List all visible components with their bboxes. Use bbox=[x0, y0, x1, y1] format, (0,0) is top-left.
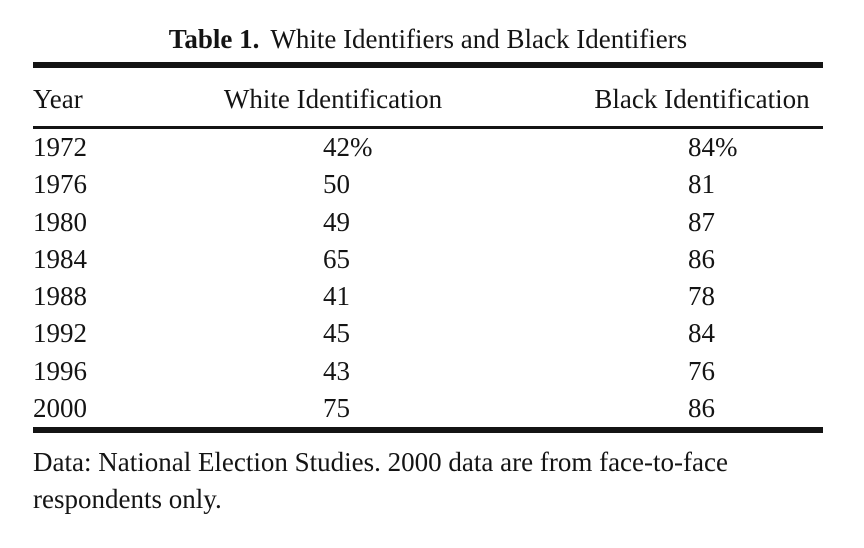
cell-year: 1984 bbox=[33, 243, 87, 274]
table-row: 1972 42% 84% bbox=[33, 129, 823, 166]
cell-year: 1972 bbox=[33, 132, 87, 162]
table-header-row: Year White Identification Black Identifi… bbox=[33, 82, 823, 116]
cell-black-identification: 76 bbox=[688, 355, 715, 386]
column-header-black-identification: Black Identification bbox=[594, 84, 810, 114]
cell-black-identification: 86 bbox=[688, 243, 715, 274]
table-top-rule bbox=[33, 62, 823, 68]
cell-year: 1988 bbox=[33, 281, 87, 311]
table-bottom-rule bbox=[33, 427, 823, 433]
cell-year: 2000 bbox=[33, 392, 87, 423]
cell-white-identification: 43 bbox=[323, 355, 350, 386]
table-row: 1980 49 87 bbox=[33, 204, 823, 241]
cell-white-identification: 65 bbox=[323, 243, 350, 274]
cell-white-identification: 49 bbox=[323, 206, 350, 237]
cell-white-identification: 42% bbox=[323, 132, 373, 162]
cell-black-identification: 86 bbox=[688, 392, 715, 423]
cell-year: 1992 bbox=[33, 318, 87, 349]
cell-black-identification: 84 bbox=[688, 318, 715, 349]
table-row: 1992 45 84 bbox=[33, 315, 823, 352]
cell-black-identification: 84% bbox=[688, 132, 738, 162]
table-row: 1996 43 76 bbox=[33, 353, 823, 390]
cell-black-identification: 81 bbox=[688, 169, 715, 200]
table-footnote: Data: National Election Studies. 2000 da… bbox=[33, 444, 833, 518]
table-row: 1984 65 86 bbox=[33, 241, 823, 278]
table-caption: Table 1. White Identifiers and Black Iden… bbox=[33, 22, 823, 56]
cell-black-identification: 78 bbox=[688, 281, 715, 311]
table-row: 1988 41 78 bbox=[33, 278, 823, 315]
table-row: 1976 50 81 bbox=[33, 166, 823, 203]
cell-white-identification: 50 bbox=[323, 169, 350, 200]
cell-year: 1980 bbox=[33, 206, 87, 237]
cell-white-identification: 41 bbox=[323, 281, 350, 311]
cell-year: 1976 bbox=[33, 169, 87, 200]
table-row: 2000 75 86 bbox=[33, 390, 823, 427]
table-body: 1972 42% 84% 1976 50 81 1980 49 87 1984 … bbox=[33, 129, 823, 427]
footnote-line-2: respondents only. bbox=[33, 484, 222, 514]
table-caption-label: Table 1. bbox=[168, 24, 260, 54]
cell-white-identification: 75 bbox=[323, 392, 350, 423]
cell-white-identification: 45 bbox=[323, 318, 350, 349]
table-caption-text: White Identifiers and Black Identifiers bbox=[270, 24, 688, 54]
cell-black-identification: 87 bbox=[688, 206, 715, 237]
table-header-rule bbox=[33, 126, 823, 129]
data-table: Year White Identification Black Identifi… bbox=[33, 62, 823, 433]
footnote-line-1: Data: National Election Studies. 2000 da… bbox=[33, 447, 728, 477]
column-header-year: Year bbox=[33, 84, 83, 114]
cell-year: 1996 bbox=[33, 355, 87, 386]
column-header-white-identification: White Identification bbox=[223, 84, 443, 114]
